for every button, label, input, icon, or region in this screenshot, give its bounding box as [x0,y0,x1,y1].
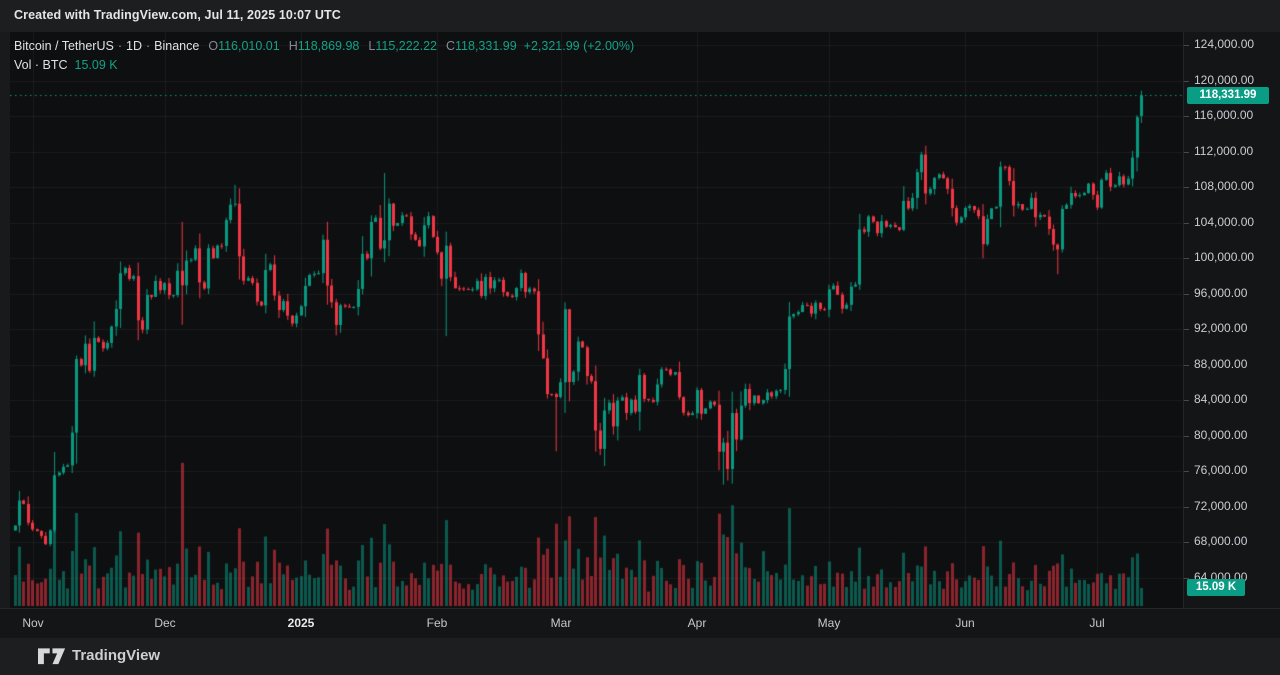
y-axis-tick-mark [1184,81,1189,82]
high-label: H [288,39,298,53]
attribution-bar: Created with TradingView.com, Jul 11, 20… [0,0,1280,32]
x-axis-month-label: Jun [955,616,975,630]
x-axis-month-label: Mar [550,616,572,630]
chart-legend: Bitcoin / TetherUS · 1D · Binance O116,010.01… [14,37,634,75]
y-axis-tick-label: 116,000.00 [1194,108,1254,122]
last-price-badge: 118,331.99 [1187,87,1269,104]
y-axis-tick-mark [1184,116,1189,117]
y-axis-tick-label: 76,000.00 [1194,463,1248,477]
y-axis-tick-label: 84,000.00 [1194,392,1248,406]
close-value: 118,331.99 [455,39,517,53]
time-axis[interactable]: Nov Dec 2025 Feb Mar Apr May Jun Jul [0,608,1280,638]
footer-bar: TradingView [0,638,1280,675]
legend-volume-row: Vol · BTC 15.09 K [14,56,634,75]
y-axis-tick-mark [1184,45,1189,46]
separator: · [145,39,151,53]
close-label: C [445,39,456,53]
y-axis-tick-mark [1184,258,1189,259]
chart-area: Bitcoin / TetherUS · 1D · Binance O116,010.01… [0,32,1280,638]
y-axis-tick-label: 88,000.00 [1194,357,1248,371]
left-gutter [0,32,10,608]
y-axis-tick-label: 68,000.00 [1194,534,1248,548]
x-axis-year-label: 2025 [287,616,315,630]
low-value: 115,222.22 [375,39,437,53]
separator: · [117,39,122,53]
y-axis-tick-label: 124,000.00 [1194,37,1255,51]
symbol-name: Bitcoin / TetherUS [14,39,114,53]
y-axis-tick-label: 72,000.00 [1194,499,1248,513]
y-axis-tick-label: 92,000.00 [1194,321,1248,335]
y-axis-tick-mark [1184,542,1189,543]
legend-symbol-row: Bitcoin / TetherUS · 1D · Binance O116,010.01… [14,37,634,56]
open-label: O [208,39,219,53]
candlestick-chart[interactable] [10,32,1183,607]
y-axis-tick-mark [1184,365,1189,366]
x-axis-month-label: Dec [154,616,176,630]
volume-value: 15.09 K [74,58,118,72]
y-axis-tick-mark [1184,507,1189,508]
attribution-text: Created with TradingView.com, Jul 11, 20… [14,8,341,22]
y-axis-tick-mark [1184,152,1189,153]
y-axis-tick-label: 100,000.00 [1194,250,1255,264]
price-axis[interactable]: 118,331.99 15.09 K 124,000.00 120,000.00 1… [1183,32,1280,608]
tradingview-brand-text[interactable]: TradingView [72,647,161,664]
low-label: L [368,39,376,53]
current-volume-badge: 15.09 K [1187,579,1245,596]
x-axis-month-label: Jul [1089,616,1105,630]
y-axis-tick-label: 104,000.00 [1194,215,1255,229]
y-axis-tick-label: 120,000.00 [1194,73,1255,87]
y-axis-tick-mark [1184,329,1189,330]
x-axis-month-label: Feb [426,616,448,630]
tradingview-logo-icon[interactable] [38,647,66,666]
exchange-name: Binance [154,39,200,53]
y-axis-tick-mark [1184,187,1189,188]
y-axis-tick-mark [1184,223,1189,224]
y-axis-tick-label: 112,000.00 [1194,144,1254,158]
open-value: 116,010.01 [218,39,280,53]
high-value: 118,869.98 [297,39,360,53]
volume-label: Vol · BTC [14,58,68,72]
y-axis-tick-label: 108,000.00 [1194,179,1255,193]
y-axis-tick-mark [1184,436,1189,437]
y-axis-tick-mark [1184,471,1189,472]
x-axis-month-label: Nov [22,616,44,630]
y-axis-tick-mark [1184,400,1189,401]
interval-label: 1D [126,39,142,53]
y-axis-tick-label: 80,000.00 [1194,428,1248,442]
y-axis-tick-mark [1184,578,1189,579]
y-axis-tick-label: 96,000.00 [1194,286,1248,300]
x-axis-month-label: Apr [687,616,707,630]
change-value: +2,321.99 (+2.00%) [523,39,635,53]
x-axis-month-label: May [817,616,841,630]
y-axis-tick-mark [1184,294,1189,295]
